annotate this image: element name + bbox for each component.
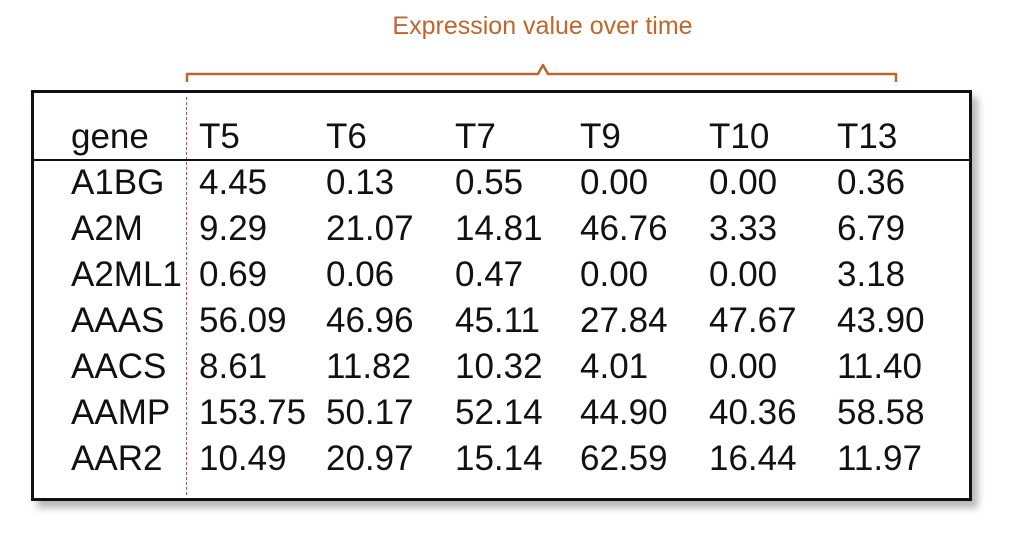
expression-value-cell: 8.61 [199, 347, 268, 386]
expression-table-panel: gene T5 T6 T7 T9 T10 T13 A1BG 4.45 0.13 0.55 0.00 0.… [31, 90, 972, 501]
expression-value-cell: 0.36 [837, 163, 906, 202]
header-time-t7: T7 [455, 117, 496, 156]
gene-name-cell: AAAS [71, 301, 165, 340]
expression-value-cell: 15.14 [455, 439, 543, 478]
expression-value-cell: 11.40 [837, 347, 922, 386]
expression-value-cell: 50.17 [326, 393, 414, 432]
gene-name-cell: A2ML1 [71, 255, 182, 294]
gene-name-cell: AAR2 [71, 439, 163, 478]
header-gene: gene [71, 117, 149, 156]
gene-name-cell: AACS [71, 347, 167, 386]
expression-value-cell: 27.84 [580, 301, 668, 340]
header-time-t10: T10 [709, 117, 770, 156]
expression-value-cell: 0.00 [580, 163, 649, 202]
header-rule [34, 159, 969, 161]
expression-value-cell: 14.81 [455, 209, 543, 248]
expression-value-cell: 52.14 [455, 393, 543, 432]
expression-value-cell: 11.82 [326, 347, 411, 386]
expression-value-cell: 3.33 [709, 209, 778, 248]
gene-name-cell: AAMP [71, 393, 171, 432]
expression-value-cell: 46.96 [326, 301, 414, 340]
expression-value-cell: 9.29 [199, 209, 268, 248]
gene-name-cell: A1BG [71, 163, 165, 202]
expression-value-cell: 0.00 [709, 347, 778, 386]
expression-value-cell: 0.13 [326, 163, 395, 202]
expression-value-cell: 4.45 [199, 163, 268, 202]
bracket-path [185, 63, 898, 82]
expression-value-cell: 45.11 [455, 301, 540, 340]
expression-value-cell: 46.76 [580, 209, 668, 248]
expression-value-cell: 3.18 [837, 255, 906, 294]
expression-value-cell: 44.90 [580, 393, 668, 432]
expression-value-cell: 62.59 [580, 439, 668, 478]
expression-value-cell: 16.44 [709, 439, 797, 478]
expression-value-cell: 11.97 [837, 439, 922, 478]
time-columns-bracket [185, 63, 898, 82]
expression-value-cell: 0.47 [455, 255, 524, 294]
expression-value-cell: 43.90 [837, 301, 925, 340]
expression-value-cell: 0.00 [580, 255, 649, 294]
expression-value-cell: 21.07 [326, 209, 414, 248]
expression-value-cell: 10.49 [199, 439, 287, 478]
gene-name-cell: A2M [71, 209, 143, 248]
expression-value-cell: 47.67 [709, 301, 797, 340]
expression-value-cell: 58.58 [837, 393, 925, 432]
expression-value-cell: 56.09 [199, 301, 287, 340]
expression-value-cell: 153.75 [199, 393, 307, 432]
diagram-caption: Expression value over time [392, 12, 693, 40]
expression-value-cell: 40.36 [709, 393, 797, 432]
expression-value-cell: 0.55 [455, 163, 524, 202]
expression-value-cell: 0.00 [709, 255, 778, 294]
header-time-t6: T6 [326, 117, 367, 156]
header-time-t9: T9 [580, 117, 621, 156]
expression-value-cell: 6.79 [837, 209, 906, 248]
expression-value-cell: 20.97 [326, 439, 414, 478]
expression-value-cell: 0.69 [199, 255, 268, 294]
header-time-t13: T13 [837, 117, 898, 156]
expression-value-cell: 0.06 [326, 255, 395, 294]
header-time-t5: T5 [199, 117, 240, 156]
gene-column-divider [186, 97, 187, 495]
expression-value-cell: 0.00 [709, 163, 778, 202]
expression-value-cell: 4.01 [580, 347, 649, 386]
expression-value-cell: 10.32 [455, 347, 543, 386]
